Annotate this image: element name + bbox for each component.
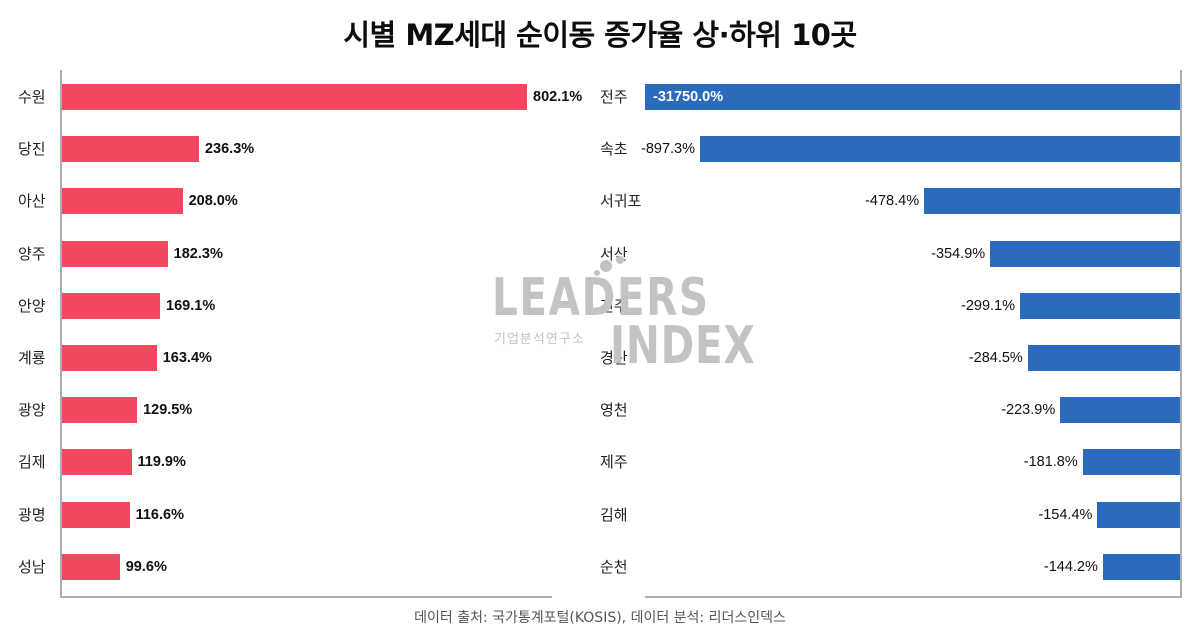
value-label: 182.3% (173, 245, 223, 262)
category-label: 광양 (18, 401, 46, 420)
value-label: 802.1% (533, 89, 583, 105)
value-label: 169.1% (166, 297, 216, 314)
category-label: 성남 (18, 557, 46, 576)
value-label: 116.6% (135, 506, 184, 523)
bar-bottom-8 (1097, 501, 1180, 528)
bar-bottom-0 (645, 84, 1180, 110)
source-note: 데이터 출처: 국가통계포털(KOSIS), 데이터 분석: 리더스인덱스 (414, 610, 786, 626)
bar-top-2 (62, 188, 183, 215)
category-label: 제주 (600, 453, 628, 472)
left-chart-y-axis (60, 70, 62, 598)
bar-bottom-2 (924, 188, 1180, 215)
category-label: 경산 (600, 349, 628, 367)
value-label: -31750.0% (653, 89, 724, 105)
right-chart-y-axis (1180, 70, 1182, 598)
category-label: 계룡 (18, 349, 46, 367)
value-label: 236.3% (204, 141, 255, 158)
bar-top-1 (62, 136, 199, 163)
bar-bottom-9 (1102, 553, 1180, 580)
bar-top-0 (62, 84, 527, 110)
value-label: 208.0% (188, 193, 238, 210)
bar-top-6 (62, 397, 138, 424)
category-label: 당진 (18, 140, 46, 159)
right-chart-x-axis (645, 596, 1182, 598)
value-label: -144.2% (1043, 558, 1098, 575)
value-label: 99.6% (125, 558, 167, 575)
value-label: -284.5% (968, 350, 1023, 366)
bar-bottom-1 (700, 136, 1180, 163)
bar-bottom-7 (1082, 449, 1180, 476)
chart-title: 시별 MZ세대 순이동 증가율 상·하위 10곳 (343, 18, 857, 52)
category-label: 김제 (18, 453, 46, 472)
category-label: 김해 (600, 505, 628, 524)
value-label: -354.9% (931, 245, 986, 262)
bar-top-8 (62, 501, 130, 528)
value-label: -181.8% (1023, 454, 1078, 471)
category-label: 전주 (600, 88, 628, 106)
value-label: -154.4% (1038, 506, 1093, 523)
bar-bottom-4 (1020, 292, 1180, 319)
category-label: 순천 (600, 557, 628, 576)
category-label: 서귀포 (600, 192, 642, 211)
bar-bottom-6 (1060, 397, 1180, 424)
bar-bottom-3 (990, 240, 1180, 267)
bar-top-3 (62, 240, 168, 267)
category-label: 수원 (18, 88, 46, 106)
category-label: 서산 (600, 244, 628, 263)
bar-top-5 (62, 345, 157, 371)
bar-top-9 (62, 553, 120, 580)
value-label: 129.5% (143, 402, 193, 419)
left-chart-x-axis (60, 596, 552, 598)
category-label: 진주 (600, 296, 628, 315)
value-label: -299.1% (960, 297, 1015, 314)
bar-bottom-5 (1027, 345, 1180, 371)
category-label: 안양 (18, 296, 46, 315)
category-label: 양주 (18, 244, 46, 263)
category-label: 아산 (18, 192, 46, 211)
value-label: 163.4% (162, 350, 212, 366)
value-label: 119.9% (137, 454, 186, 471)
category-label: 속초 (600, 140, 628, 159)
category-label: 광명 (18, 505, 46, 524)
bar-top-4 (62, 292, 161, 319)
category-label: 영천 (600, 401, 628, 420)
value-label: -897.3% (640, 141, 695, 158)
value-label: -478.4% (865, 193, 920, 210)
bar-top-7 (62, 449, 132, 476)
value-label: -223.9% (1001, 402, 1056, 419)
